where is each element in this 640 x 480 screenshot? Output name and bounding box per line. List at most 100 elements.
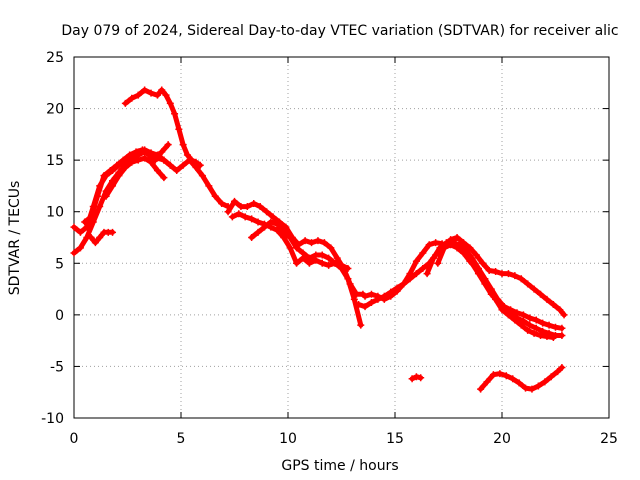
data-point — [327, 244, 335, 252]
data-point — [408, 375, 416, 383]
data-point — [128, 158, 136, 166]
data-point — [192, 158, 200, 166]
data-point — [286, 244, 294, 252]
data-point — [293, 244, 301, 252]
data-point — [515, 379, 523, 387]
data-point — [198, 172, 206, 180]
series-arc-10 — [361, 239, 446, 303]
data-point — [511, 272, 519, 280]
x-tick-label: 0 — [70, 431, 79, 447]
data-point — [498, 270, 506, 278]
data-point — [158, 86, 166, 94]
x-tick-label: 25 — [600, 431, 618, 447]
data-point — [263, 208, 271, 216]
data-point — [128, 94, 136, 102]
data-point — [301, 237, 309, 245]
series-band — [82, 142, 171, 225]
series-arc-17 — [477, 363, 566, 393]
data-point — [479, 259, 487, 267]
data-point — [228, 213, 236, 221]
data-point — [425, 241, 433, 249]
data-point — [419, 249, 427, 257]
data-point — [489, 371, 497, 379]
data-point — [468, 259, 476, 267]
data-point — [539, 319, 547, 327]
data-point — [481, 280, 489, 288]
data-point — [547, 373, 555, 381]
data-point — [419, 264, 427, 272]
data-point — [500, 303, 508, 311]
data-point — [119, 156, 127, 164]
data-point — [87, 213, 95, 221]
data-point — [412, 257, 420, 265]
data-point — [432, 239, 440, 247]
data-point — [455, 244, 463, 252]
data-point — [355, 301, 363, 309]
data-point — [417, 374, 425, 382]
data-point — [314, 237, 322, 245]
data-point — [412, 270, 420, 278]
data-point — [320, 239, 328, 247]
data-point — [171, 110, 179, 118]
data-point — [367, 298, 375, 306]
series-arc-6 — [102, 154, 168, 200]
data-point — [147, 89, 155, 97]
data-point — [549, 301, 557, 309]
data-point — [179, 141, 187, 149]
series-arc-8 — [228, 210, 365, 329]
grid-lines — [74, 57, 609, 418]
data-point — [537, 331, 545, 339]
data-point — [528, 385, 536, 393]
data-point — [507, 306, 515, 314]
data-point — [164, 141, 172, 149]
data-point — [160, 156, 168, 164]
series-arc-15 — [455, 244, 566, 332]
data-point — [504, 311, 512, 319]
data-point — [196, 161, 204, 169]
data-point — [367, 290, 375, 298]
data-point — [423, 270, 431, 278]
data-point — [504, 270, 512, 278]
data-point — [106, 166, 114, 174]
y-tick-label: -10 — [41, 411, 64, 427]
data-point — [83, 223, 91, 231]
y-tick-label: 25 — [46, 50, 64, 66]
data-point — [218, 199, 226, 207]
data-point — [293, 259, 301, 267]
data-point — [132, 148, 140, 156]
data-point — [96, 234, 104, 241]
data-point — [250, 199, 258, 207]
data-point — [558, 363, 566, 371]
data-point — [256, 203, 264, 211]
data-point — [393, 284, 401, 292]
y-tick-label: 5 — [55, 256, 64, 272]
data-point — [485, 267, 493, 275]
series-arc-3 — [81, 141, 172, 226]
data-point — [545, 321, 553, 329]
series-band — [122, 87, 203, 168]
data-point — [76, 228, 84, 236]
data-point — [532, 316, 540, 324]
data-point — [145, 151, 153, 159]
x-tick-label: 5 — [177, 431, 186, 447]
data-point — [282, 223, 290, 231]
data-point — [312, 251, 320, 259]
data-point — [483, 378, 491, 386]
data-point — [344, 275, 352, 283]
data-point — [166, 99, 174, 107]
data-point — [179, 161, 187, 169]
data-point — [109, 182, 117, 190]
data-point — [237, 203, 245, 211]
data-point — [434, 249, 442, 257]
data-point — [380, 292, 388, 300]
series-arc-5 — [121, 86, 204, 169]
data-point — [524, 326, 532, 334]
data-point — [558, 324, 566, 332]
data-point — [534, 382, 542, 390]
y-axis-label: SDTVAR / TECUs — [7, 181, 23, 296]
data-point — [492, 268, 500, 276]
y-tick-label: 20 — [46, 102, 64, 118]
data-point — [70, 223, 78, 231]
data-point — [477, 385, 485, 393]
